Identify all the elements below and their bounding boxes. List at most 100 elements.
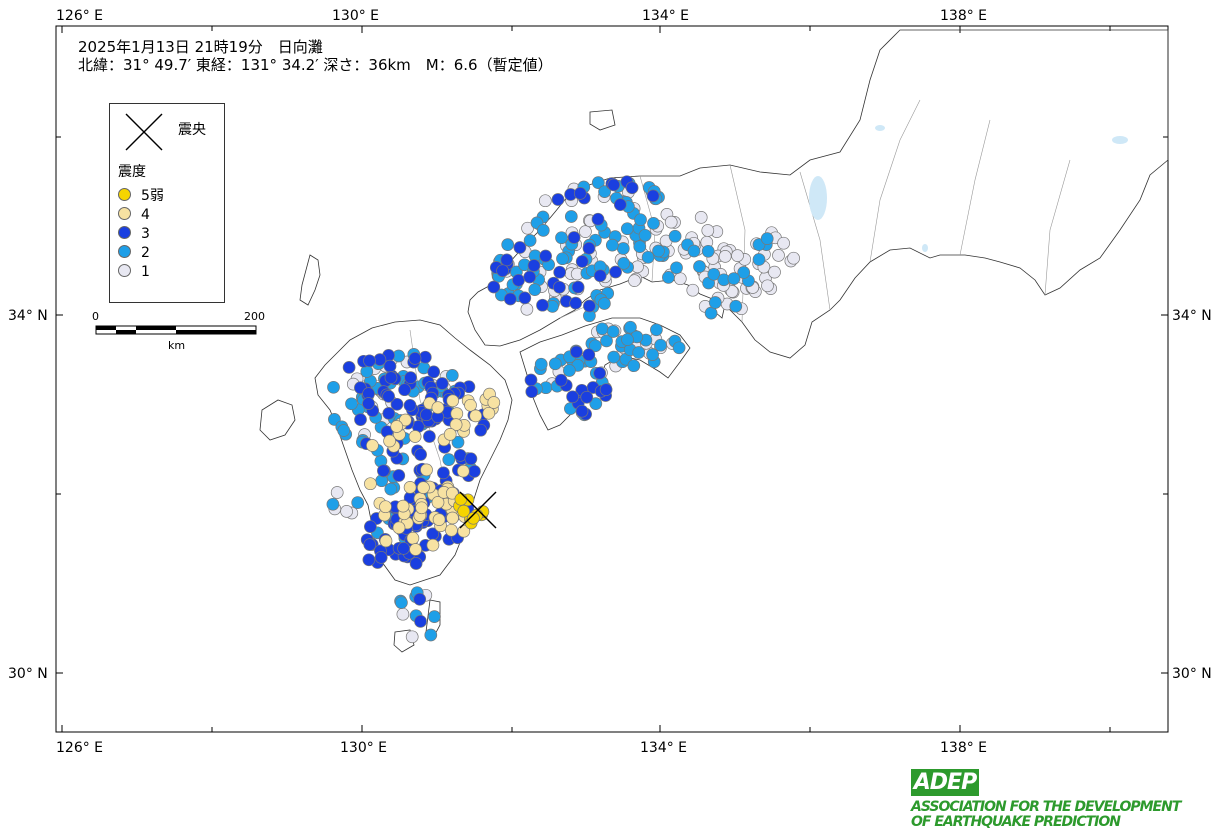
station-point — [708, 296, 722, 309]
legend: 震央 震度 5弱 4 3 2 1 — [109, 103, 225, 303]
lake-biwa — [809, 176, 827, 220]
station-point — [446, 394, 460, 408]
station-point — [392, 521, 406, 535]
station-point — [431, 496, 445, 509]
station-point — [345, 397, 358, 411]
station-point — [362, 397, 375, 410]
station-point — [500, 253, 514, 267]
station-point — [731, 249, 744, 262]
station-point — [364, 520, 377, 533]
station-point — [701, 244, 715, 258]
station-point — [382, 407, 396, 420]
station-point — [445, 523, 458, 537]
station-point — [650, 323, 663, 337]
station-point — [575, 255, 589, 268]
lon-label-top-138: 138° E — [940, 8, 988, 24]
station-point — [607, 178, 621, 192]
station-point — [727, 272, 741, 285]
station-point — [464, 452, 478, 466]
station-point — [527, 259, 541, 272]
station-point — [424, 628, 438, 642]
station-point — [443, 428, 457, 441]
station-point — [354, 413, 367, 426]
station-point — [384, 371, 398, 384]
station-point — [413, 592, 427, 606]
legend-item: 2 — [118, 245, 150, 261]
honshu-coastline — [467, 29, 1169, 359]
station-point — [600, 334, 613, 348]
station-point — [382, 390, 395, 403]
goto-coastline — [259, 399, 296, 441]
lon-label-top-130: 130° E — [332, 8, 380, 24]
station-point — [496, 264, 509, 278]
station-point — [570, 345, 583, 359]
station-point — [633, 240, 647, 253]
station-point — [593, 269, 607, 283]
station-point — [518, 291, 532, 305]
station-point — [446, 511, 459, 525]
station-point — [646, 189, 660, 203]
station-point — [607, 350, 621, 364]
station-point — [327, 380, 340, 394]
station-point — [398, 383, 411, 397]
station-point — [454, 492, 468, 506]
station-point — [423, 430, 436, 443]
station-point — [641, 250, 655, 264]
station-point — [390, 420, 404, 433]
legend-item: 1 — [118, 264, 150, 280]
station-point — [487, 280, 501, 294]
legend-dot-1 — [118, 264, 131, 277]
station-point — [379, 534, 393, 548]
station-point — [617, 257, 631, 270]
legend-dot-5-lower — [118, 188, 131, 201]
station-point — [395, 596, 408, 609]
station-point — [579, 225, 592, 238]
station-point — [591, 176, 605, 189]
station-point — [467, 511, 480, 525]
station-point — [627, 359, 641, 373]
lon-label-bottom-138: 138° E — [940, 740, 988, 756]
station-point — [435, 377, 449, 390]
lat-label-right-34: 34° N — [1172, 308, 1212, 324]
scale-min-label: 0 — [92, 310, 99, 323]
station-point — [362, 553, 376, 567]
station-point — [593, 366, 607, 380]
station-point — [737, 266, 751, 279]
station-point — [450, 407, 464, 420]
station-point — [538, 194, 552, 208]
station-point — [598, 297, 611, 310]
station-point — [707, 267, 721, 281]
station-point — [417, 481, 430, 494]
station-point — [621, 333, 634, 346]
tsushima-coastline — [299, 254, 321, 306]
station-point — [342, 361, 356, 374]
station-point — [588, 339, 602, 353]
station-point — [487, 396, 501, 409]
lon-label-bottom-134: 134° E — [640, 740, 688, 756]
station-point — [694, 211, 708, 224]
station-point — [431, 401, 445, 414]
station-point — [379, 500, 392, 514]
lat-label-right-30: 30° N — [1172, 666, 1212, 682]
station-point — [551, 193, 565, 206]
station-point — [605, 238, 619, 252]
station-point — [534, 357, 548, 371]
station-point — [405, 630, 419, 644]
station-point — [414, 448, 427, 461]
station-point — [363, 538, 377, 551]
station-point — [503, 292, 517, 306]
station-point — [591, 212, 605, 226]
station-point — [647, 217, 660, 230]
legend-item-label: 1 — [141, 264, 150, 280]
coastlines — [259, 29, 1169, 653]
graticule-ticks — [56, 26, 1168, 732]
station-point — [351, 496, 365, 509]
scale-bar — [95, 325, 257, 335]
station-point — [652, 244, 665, 258]
station-point — [457, 504, 471, 518]
station-point — [427, 365, 441, 379]
event-parameters: 北緯：31° 49.7′ 東経：131° 34.2′ 深さ：36km M：6.6… — [78, 56, 553, 74]
station-point — [377, 464, 390, 478]
station-point — [539, 249, 552, 263]
